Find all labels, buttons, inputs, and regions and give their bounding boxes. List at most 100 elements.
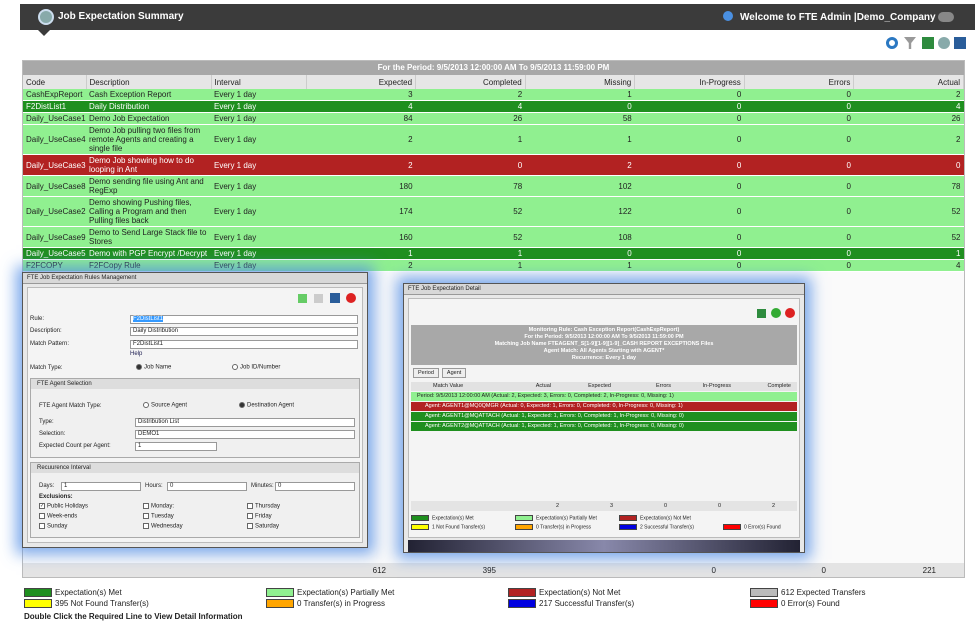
detail-row[interactable]: Agent: AGENT1@MQ0QMGR (Actual: 0, Expect…: [411, 402, 797, 411]
option-label: Week-ends: [47, 513, 78, 520]
legend-item: Expectation(s) Partially Met: [515, 515, 597, 521]
detail-row[interactable]: Agent: AGENT2@MQATTACH (Actual: 1, Expec…: [411, 422, 797, 431]
settings-button[interactable]: [938, 37, 950, 49]
checkbox-option[interactable]: Week-ends: [39, 513, 77, 520]
cell: 4: [853, 259, 964, 272]
cell: 108: [525, 226, 635, 248]
description-input[interactable]: Daily Distribution: [130, 327, 358, 336]
column-header: Complete: [767, 383, 791, 389]
legend-label: 0 Transfer(s) in Progress: [297, 599, 386, 608]
summary-row[interactable]: Daily_UseCase2 Demo showing Pushing files…: [23, 196, 964, 227]
radio-option[interactable]: Job ID/Number: [232, 364, 280, 371]
column-header: Match Value: [433, 383, 464, 389]
radio-option[interactable]: Job Name: [136, 364, 171, 371]
value: F2DistList1: [133, 316, 164, 322]
legend-swatch: [508, 599, 536, 609]
minutes-input[interactable]: 0: [275, 482, 355, 491]
cell: 52: [415, 196, 526, 227]
hours-input[interactable]: 0: [167, 482, 247, 491]
checkbox-option[interactable]: Thursday: [247, 503, 280, 510]
checkbox: [247, 513, 253, 519]
cell: Every 1 day: [211, 124, 306, 155]
summary-row[interactable]: Daily_UseCase8 Demo sending file using An…: [23, 175, 964, 197]
summary-row[interactable]: Daily_UseCase9 Demo to Send Large Stack f…: [23, 226, 964, 248]
option-label: Destination Agent: [247, 402, 295, 409]
page-title: Job Expectation Summary: [58, 11, 184, 22]
pattern-input[interactable]: F2DistList1: [130, 340, 358, 349]
cell: 122: [525, 196, 635, 227]
cell: Demo Job Expectation: [86, 112, 211, 125]
rule-input[interactable]: F2DistList1: [130, 315, 358, 324]
summary-row[interactable]: Daily_UseCase4 Demo Job pulling two files…: [23, 124, 964, 155]
save-button[interactable]: [954, 37, 966, 49]
cell: 0: [744, 89, 854, 101]
legend-item: Expectation(s) Partially Met: [266, 588, 395, 598]
radio-option[interactable]: Destination Agent: [239, 402, 294, 409]
group-button[interactable]: Period: [413, 368, 439, 378]
close-button[interactable]: [785, 308, 795, 318]
type-select[interactable]: Distribution List: [135, 418, 355, 427]
summary-row[interactable]: F2DistList1 Daily Distribution Every 1 day…: [23, 100, 964, 113]
detail-row[interactable]: Period: 9/5/2013 12:00:00 AM (Actual: 2,…: [411, 392, 797, 401]
checkbox-option[interactable]: Saturday: [247, 523, 279, 530]
cell: F2DistList1: [23, 100, 86, 113]
cell: 52: [853, 226, 964, 248]
group-buttons: Period Agent: [413, 367, 469, 378]
ok-button[interactable]: [771, 308, 781, 318]
detail-info: Monitoring Rule: Cash Exception Report(C…: [411, 325, 797, 365]
cell: 2: [306, 124, 416, 155]
close-button[interactable]: [346, 293, 356, 303]
cell: Every 1 day: [211, 112, 306, 125]
checkbox-option[interactable]: Friday: [247, 513, 272, 520]
label: Rule:: [30, 316, 45, 322]
checkbox-option[interactable]: Sunday: [39, 523, 67, 530]
label: Match Type:: [30, 365, 63, 371]
export-button[interactable]: [922, 37, 934, 49]
checkbox-option[interactable]: Monday:: [143, 503, 174, 510]
total-cell: 0: [664, 503, 668, 509]
legend: Expectation(s) Met Expectation(s) Partial…: [24, 588, 964, 612]
checkbox-option[interactable]: Wednesday: [143, 523, 183, 530]
help-link[interactable]: Help: [130, 351, 143, 357]
summary-row[interactable]: Daily_UseCase5 Demo with PGP Encrypt /Dec…: [23, 247, 964, 260]
cell: 58: [525, 112, 635, 125]
summary-row[interactable]: Daily_UseCase1 Demo Job Expectation Every …: [23, 112, 964, 125]
radio-option[interactable]: Source Agent: [143, 402, 187, 409]
group-button[interactable]: Agent: [441, 368, 467, 378]
legend-label: Expectation(s) Partially Met: [297, 588, 395, 597]
edit-button[interactable]: [314, 294, 323, 303]
cell: 0: [744, 154, 854, 176]
summary-row[interactable]: F2FCOPY F2FCopy Rule Every 1 day 2 1 1 0 0 4: [23, 259, 964, 272]
label: Selection:: [39, 431, 66, 437]
dialog-title: FTE Job Expectation Detail: [404, 284, 804, 295]
home-icon[interactable]: [38, 9, 54, 25]
cell: Daily_UseCase2: [23, 196, 86, 227]
summary-row[interactable]: Daily_UseCase3 Demo Job showing how to do…: [23, 154, 964, 176]
agent-section: FTE Agent Selection FTE Agent Match Type…: [30, 378, 360, 458]
legend-item: Expectation(s) Met: [411, 515, 474, 521]
refresh-button[interactable]: [886, 37, 898, 49]
cell: 1: [306, 247, 416, 260]
cell: 2: [306, 259, 416, 272]
filter-button[interactable]: [904, 37, 916, 49]
total-cell: 395: [482, 566, 496, 575]
legend-swatch: [619, 515, 637, 521]
save-button[interactable]: [330, 293, 340, 303]
days-input[interactable]: 1: [61, 482, 141, 491]
cell: Demo showing Pushing files, Calling a Pr…: [86, 196, 211, 227]
add-button[interactable]: [298, 294, 307, 303]
checkbox: [143, 523, 149, 529]
cell: Daily_UseCase4: [23, 124, 86, 155]
column-header: Interval: [211, 75, 307, 89]
summary-row[interactable]: CashExpReport Cash Exception Report Every …: [23, 89, 964, 101]
detail-row[interactable]: Agent: AGENT1@MQATTACH (Actual: 1, Expec…: [411, 412, 797, 421]
checkbox-option[interactable]: ✓ Public Holidays: [39, 503, 88, 510]
count-input[interactable]: 1: [135, 442, 217, 451]
logout-icon[interactable]: [938, 12, 954, 22]
selection-select[interactable]: DEMO1: [135, 430, 355, 439]
legend-swatch: [750, 599, 778, 609]
cell: Every 1 day: [211, 226, 306, 248]
cell: Daily_UseCase5: [23, 247, 86, 260]
export-button[interactable]: [757, 309, 766, 318]
checkbox-option[interactable]: Tuesday: [143, 513, 174, 520]
